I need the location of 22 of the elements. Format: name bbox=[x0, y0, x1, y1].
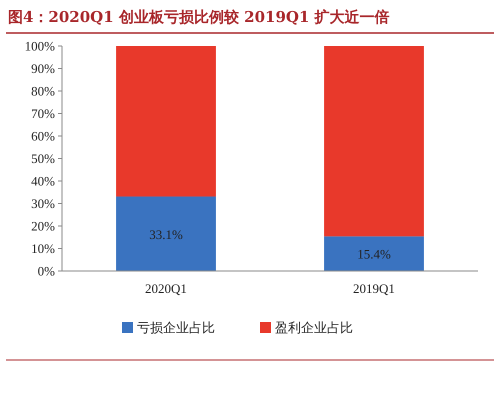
y-tick-label: 10% bbox=[31, 241, 56, 256]
data-label: 33.1% bbox=[149, 226, 183, 242]
x-tick-label: 2020Q1 bbox=[145, 281, 187, 296]
y-tick-label: 0% bbox=[38, 264, 56, 278]
legend-label: 亏损企业占比 bbox=[137, 321, 215, 336]
y-tick-label: 90% bbox=[31, 61, 56, 76]
bar bbox=[324, 236, 424, 271]
y-tick-label: 100% bbox=[24, 38, 56, 54]
bar bbox=[116, 46, 216, 197]
legend-label: 盈利企业占比 bbox=[275, 321, 353, 336]
data-label: 15.4% bbox=[357, 246, 391, 262]
y-tick-label: 80% bbox=[31, 84, 56, 98]
y-tick-label: 50% bbox=[31, 151, 56, 166]
bar bbox=[324, 46, 424, 236]
x-tick-label: 2019Q1 bbox=[353, 281, 395, 296]
bar bbox=[116, 196, 216, 271]
y-tick-label: 40% bbox=[31, 174, 56, 188]
y-tick-label: 20% bbox=[31, 218, 56, 234]
y-tick-label: 60% bbox=[31, 128, 56, 144]
y-tick-label: 30% bbox=[31, 196, 56, 211]
chart-title: 图4：2020Q1 创业板亏损比例较 2019Q1 扩大近一倍 bbox=[8, 8, 390, 26]
y-tick-label: 70% bbox=[31, 106, 56, 121]
